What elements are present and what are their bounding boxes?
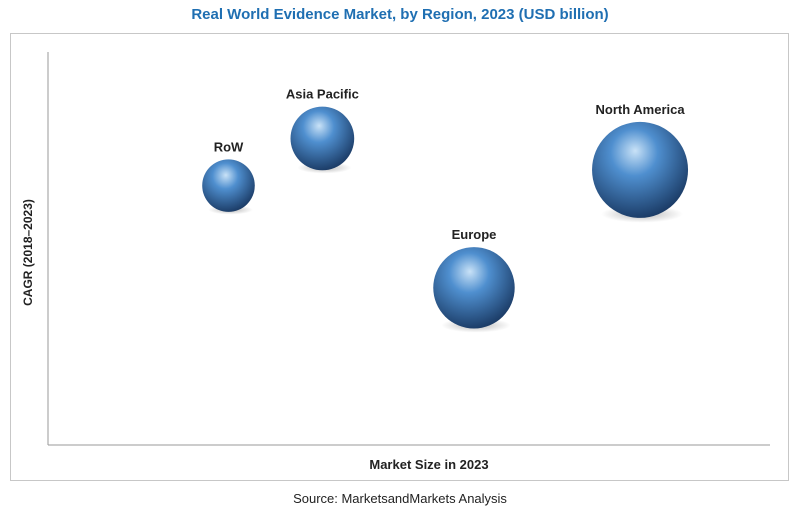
chart-title: Real World Evidence Market, by Region, 2… bbox=[191, 6, 609, 23]
y-axis-label: CAGR (2018–2023) bbox=[21, 199, 35, 306]
x-axis-label: Market Size in 2023 bbox=[369, 457, 488, 472]
bubble-europe bbox=[433, 247, 515, 329]
bubble-label-north-america: North America bbox=[595, 102, 685, 117]
bubble-row bbox=[202, 159, 255, 212]
bubble-north-america bbox=[592, 121, 689, 218]
source-note: Source: MarketsandMarkets Analysis bbox=[293, 491, 507, 506]
bubble-asia-pacific bbox=[290, 106, 355, 171]
bubble-label-europe: Europe bbox=[452, 227, 497, 242]
chart-frame bbox=[10, 33, 789, 481]
bubble-label-row: RoW bbox=[214, 139, 244, 154]
bubble-label-asia-pacific: Asia Pacific bbox=[286, 87, 359, 102]
